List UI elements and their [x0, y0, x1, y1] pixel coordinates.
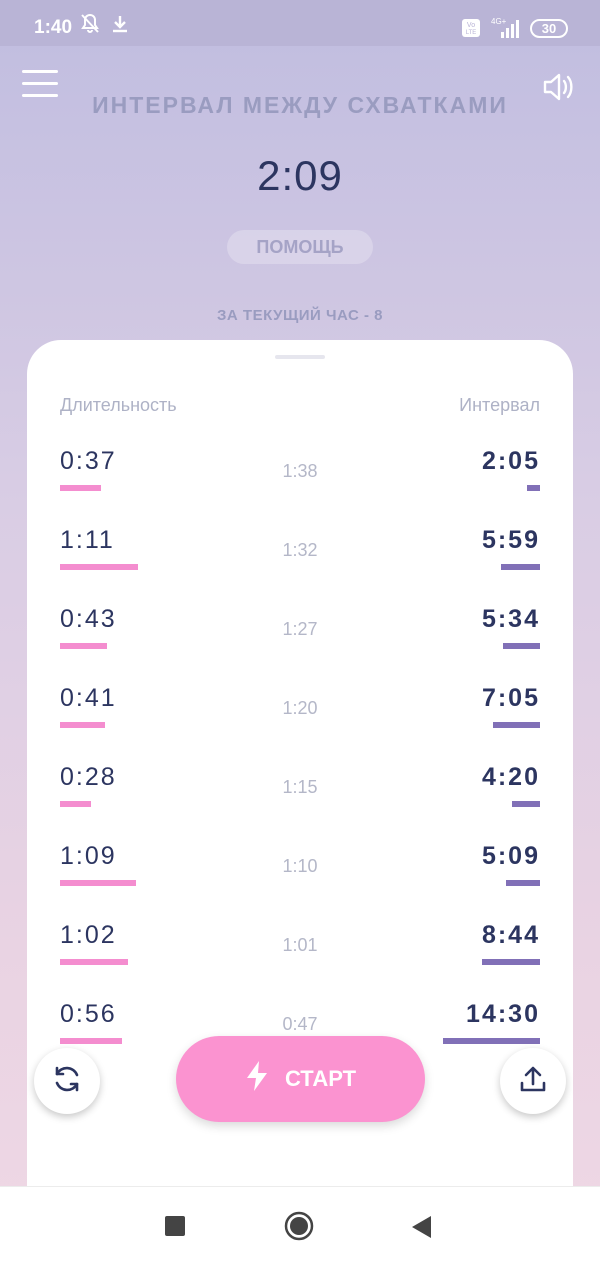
nav-back-icon[interactable]	[410, 1215, 432, 1244]
interval-bar	[482, 959, 540, 965]
table-row[interactable]: 0:37 1:38 2:05	[27, 447, 573, 526]
interval-bar	[512, 801, 540, 807]
signal-icon: 4G+	[489, 16, 523, 46]
mid-value: 1:10	[282, 856, 318, 876]
mid-value: 1:32	[282, 540, 318, 560]
table-row[interactable]: 0:41 1:20 7:05	[27, 684, 573, 763]
hour-count: ЗА ТЕКУЩИЙ ЧАС - 8	[217, 307, 383, 324]
duration-bar	[60, 722, 105, 728]
duration-bar	[60, 1038, 122, 1044]
interval-bar	[506, 880, 540, 886]
share-button[interactable]	[500, 1048, 566, 1114]
duration-bar	[60, 643, 107, 649]
interval-value: 8:44	[481, 921, 540, 949]
table-row[interactable]: 0:28 1:15 4:20	[27, 763, 573, 842]
mid-value: 1:38	[282, 461, 318, 481]
table-row[interactable]: 1:09 1:10 5:09	[27, 842, 573, 921]
interval-bar	[443, 1038, 540, 1044]
column-duration: Длительность	[60, 395, 177, 415]
svg-text:Vo: Vo	[467, 22, 475, 29]
volte-icon: Vo LTE	[461, 18, 481, 44]
system-nav-bar	[0, 1186, 600, 1265]
reset-button[interactable]	[34, 1048, 100, 1114]
mid-value: 1:20	[282, 698, 318, 718]
interval-value: 5:09	[481, 842, 540, 870]
share-icon	[517, 1063, 549, 1100]
nav-square-icon[interactable]	[165, 1216, 185, 1241]
interval-value: 4:20	[481, 763, 540, 791]
mid-value: 1:01	[282, 935, 318, 955]
duration-bar	[60, 801, 91, 807]
page-title: ИНТЕРВАЛ МЕЖДУ СХВАТКАМИ	[92, 92, 508, 118]
duration-bar	[60, 880, 136, 886]
duration-bar	[60, 485, 101, 491]
duration-value: 0:43	[60, 605, 117, 633]
duration-bar	[60, 959, 128, 965]
status-bar: 1:40 Vo LTE 4G+ 30	[0, 0, 600, 46]
nav-home-icon[interactable]	[284, 1211, 314, 1246]
mid-value: 0:47	[282, 1014, 318, 1034]
table-row[interactable]: 0:56 0:47 14:30	[27, 1000, 573, 1079]
column-interval: Интервал	[459, 395, 540, 415]
table-row[interactable]: 1:02 1:01 8:44	[27, 921, 573, 1000]
mid-value: 1:15	[282, 777, 318, 797]
reset-icon	[50, 1062, 84, 1101]
interval-bar	[501, 564, 540, 570]
interval-value: 5:34	[481, 605, 540, 633]
interval-value: 7:05	[481, 684, 540, 712]
duration-value: 0:37	[60, 447, 117, 475]
drag-handle[interactable]	[275, 355, 325, 359]
duration-value: 1:02	[60, 921, 117, 949]
status-time: 1:40	[34, 17, 73, 38]
table-row[interactable]: 1:11 1:32 5:59	[27, 526, 573, 605]
duration-value: 0:28	[60, 763, 117, 791]
interval-bar	[493, 722, 540, 728]
interval-bar	[527, 485, 540, 491]
duration-value: 1:11	[60, 526, 115, 554]
svg-text:4G+: 4G+	[491, 17, 507, 26]
table-row[interactable]: 0:43 1:27 5:34	[27, 605, 573, 684]
download-icon	[110, 13, 130, 41]
lightning-icon	[245, 1060, 285, 1098]
start-label: СТАРТ	[284, 1066, 357, 1091]
menu-icon[interactable]	[22, 70, 58, 100]
interval-value: 2:05	[481, 447, 540, 475]
svg-text:LTE: LTE	[466, 30, 477, 36]
duration-value: 0:41	[60, 684, 117, 712]
interval-value: 14:30	[466, 1000, 540, 1028]
help-button[interactable]: ПОМОЩЬ	[227, 230, 373, 264]
duration-value: 0:56	[60, 1000, 117, 1028]
start-button[interactable]: СТАРТ	[176, 1036, 425, 1122]
duration-bar	[60, 564, 138, 570]
current-interval: 2:09	[257, 152, 343, 199]
speaker-icon[interactable]	[542, 72, 576, 107]
interval-value: 5:59	[481, 526, 540, 554]
interval-bar	[503, 643, 540, 649]
notifications-off-icon	[80, 13, 100, 41]
battery-indicator: 30	[530, 19, 568, 38]
duration-value: 1:09	[60, 842, 117, 870]
mid-value: 1:27	[282, 619, 318, 639]
